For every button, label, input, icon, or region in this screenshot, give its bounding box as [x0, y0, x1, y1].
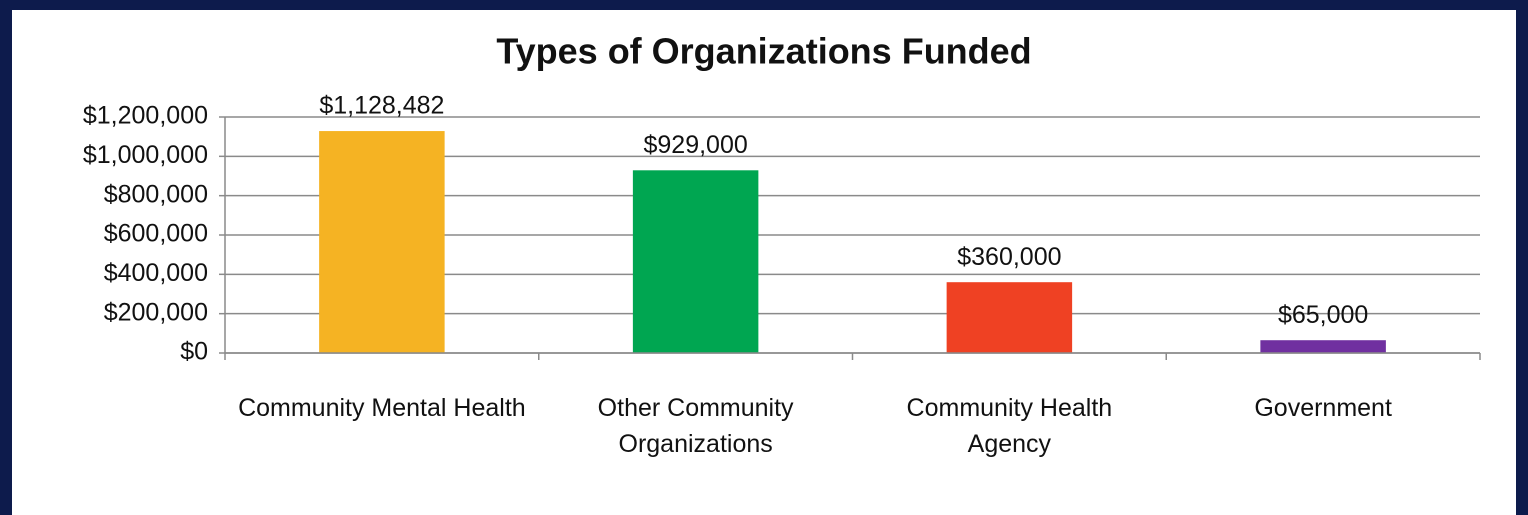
- bar: [946, 282, 1073, 353]
- y-tick-label: $400,000: [104, 259, 208, 287]
- y-tick-label: $200,000: [104, 298, 208, 326]
- bar: [1260, 340, 1386, 353]
- x-tick-label: Other Community Organizations: [597, 394, 794, 458]
- data-label: $1,128,482: [319, 92, 444, 120]
- y-tick-label: $1,200,000: [83, 102, 208, 130]
- bar: [632, 170, 759, 353]
- x-tick-label: Government: [1254, 394, 1392, 422]
- y-tick-label: $800,000: [104, 180, 208, 208]
- data-label: $65,000: [1278, 301, 1368, 329]
- bar: [319, 131, 445, 353]
- panel: [12, 10, 1516, 515]
- y-tick-label: $0: [180, 338, 208, 366]
- x-tick-label: Community Health Agency: [906, 394, 1113, 458]
- chart-title: Types of Organizations Funded: [496, 31, 1031, 72]
- x-tick-label: Community Mental Health: [238, 394, 526, 422]
- y-tick-label: $1,000,000: [83, 141, 208, 169]
- y-tick-label: $600,000: [104, 220, 208, 248]
- data-label: $360,000: [957, 243, 1061, 271]
- data-label: $929,000: [643, 131, 747, 159]
